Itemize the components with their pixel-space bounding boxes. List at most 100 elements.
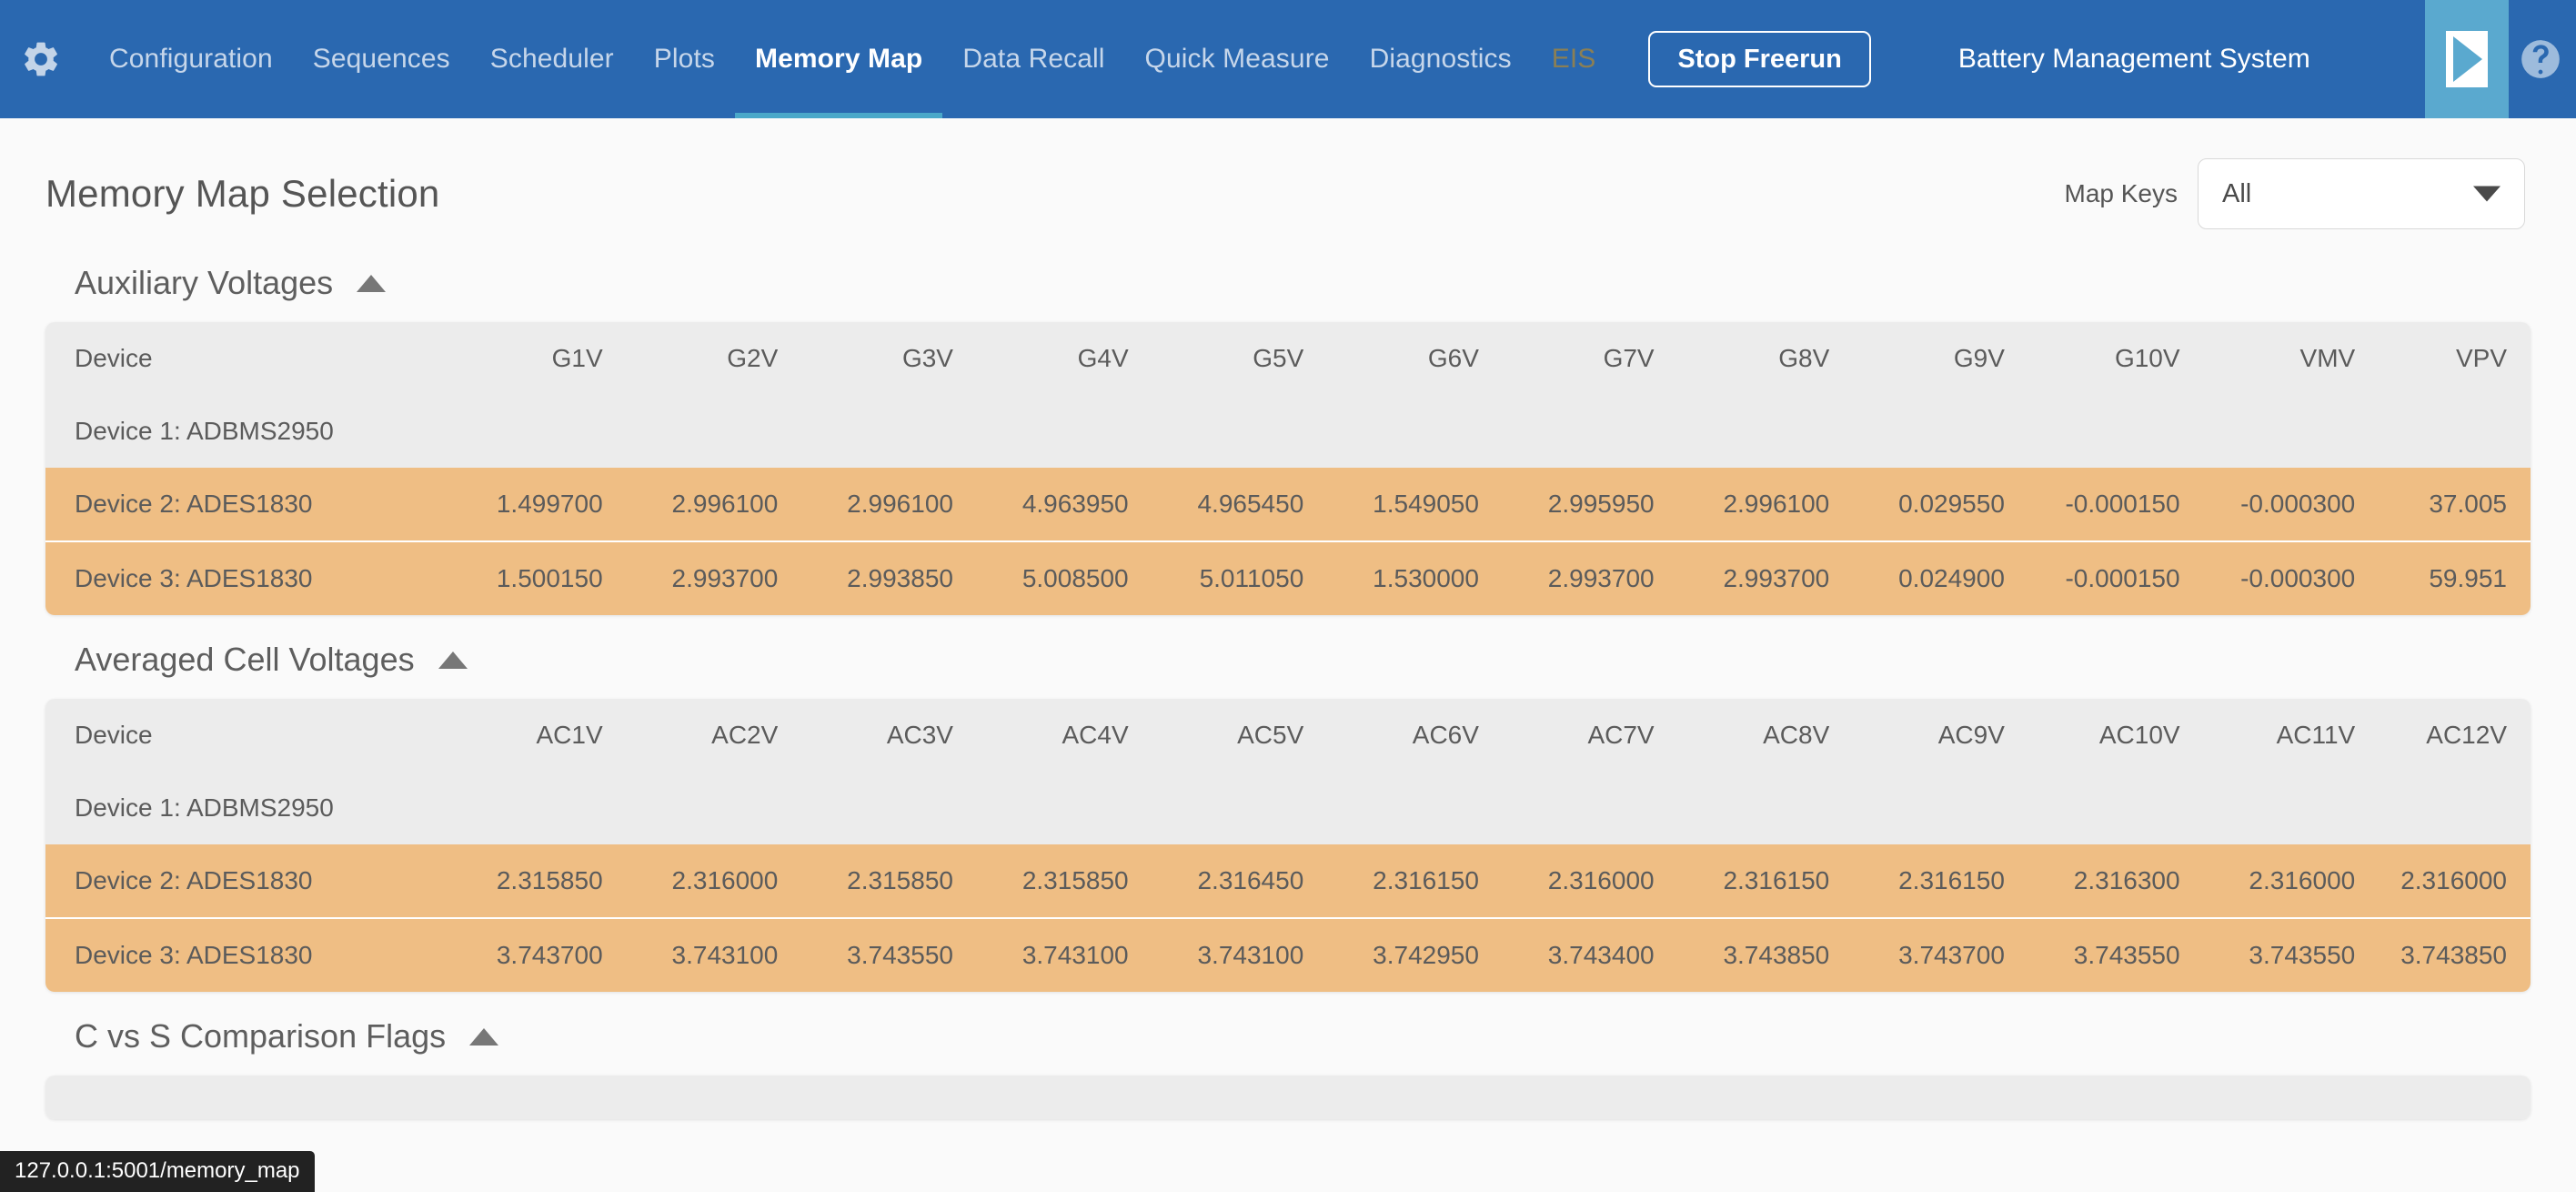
cell-value: -0.000300 [2179,468,2356,541]
table-header-row [45,1076,2531,1119]
help-circle-icon [2521,40,2560,78]
cell-value: 3.743700 [1829,917,2005,992]
column-header: AC7V [1478,699,1655,772]
column-header: AC9V [1829,699,2005,772]
cell-value [1128,395,1304,468]
cell-value: 3.743550 [2179,917,2356,992]
nav-item-diagnostics[interactable]: Diagnostics [1350,0,1532,118]
chevron-up-icon[interactable] [438,651,468,669]
column-header: AC3V [778,699,953,772]
cell-value [778,772,953,844]
cell-value: 5.011050 [1128,540,1304,615]
chevron-up-icon[interactable] [469,1027,499,1046]
column-header: AC10V [2004,699,2180,772]
cell-value: 2.316150 [1829,844,2005,918]
page-title: Memory Map Selection [45,172,440,215]
section-c-vs-s-comparison-flags: C vs S Comparison Flags [45,1017,2531,1119]
cell-value: 37.005 [2355,468,2531,541]
cell-value: 3.743850 [1654,917,1830,992]
section-title: Auxiliary Voltages [75,264,334,301]
nav-item-sequences[interactable]: Sequences [293,0,470,118]
cell-value: 2.316450 [1128,844,1304,918]
column-header: VMV [2179,322,2356,395]
cell-device: Device 1: ADBMS2950 [45,772,428,844]
column-header: AC1V [428,699,603,772]
column-header: Device [45,322,428,395]
cell-value: 3.743100 [952,917,1129,992]
nav-item-label: Configuration [109,44,273,74]
column-header: AC8V [1654,699,1830,772]
cell-value: 2.316000 [1478,844,1655,918]
cell-value: 3.743100 [602,917,779,992]
play-icon [2446,31,2488,87]
nav-item-data-recall[interactable]: Data Recall [942,0,1124,118]
cell-value [2179,772,2356,844]
nav-item-configuration[interactable]: Configuration [89,0,293,118]
page-header: Memory Map Selection Map Keys All [45,118,2531,238]
nav-item-plots[interactable]: Plots [634,0,735,118]
table-row[interactable]: Device 1: ADBMS2950 [45,772,2531,844]
table-header-row: Device AC1V AC2V AC3V AC4V AC5V AC6V AC7… [45,699,2531,772]
cell-value: 2.316000 [602,844,779,918]
chevron-up-icon[interactable] [357,274,387,292]
cell-value: -0.000150 [2004,468,2180,541]
column-header: AC4V [952,699,1129,772]
cell-value: 3.743100 [1128,917,1304,992]
cell-value [952,772,1129,844]
nav-links: Configuration Sequences Scheduler Plots … [89,0,1615,118]
cell-value: 1.549050 [1303,468,1479,541]
cell-value [602,395,779,468]
cell-value: 3.743700 [428,917,603,992]
cell-value: 2.996100 [778,468,953,541]
cell-value: 2.993850 [778,540,953,615]
column-header: AC11V [2179,699,2356,772]
cell-device: Device 2: ADES1830 [45,844,428,918]
column-header: G5V [1128,322,1304,395]
section-title: Averaged Cell Voltages [75,641,415,678]
cell-value: 2.315850 [952,844,1129,918]
cell-value: 3.743550 [778,917,953,992]
section-averaged-cell-voltages: Averaged Cell Voltages Device AC1V AC2V … [45,641,2531,992]
column-header: AC2V [602,699,779,772]
data-table: Device AC1V AC2V AC3V AC4V AC5V AC6V AC7… [45,699,2531,992]
cell-value [1303,395,1479,468]
nav-item-memory-map[interactable]: Memory Map [734,0,943,118]
nav-item-scheduler[interactable]: Scheduler [470,0,634,118]
table-row[interactable]: Device 2: ADES1830 1.499700 2.996100 2.9… [45,468,2531,541]
cell-value [1654,772,1830,844]
column-header: Device [45,699,428,772]
table-row[interactable]: Device 3: ADES1830 3.743700 3.743100 3.7… [45,917,2531,992]
section-header-averaged-cell-voltages[interactable]: Averaged Cell Voltages [45,641,2531,699]
status-bar-url: 127.0.0.1:5001/memory_map [0,1151,315,1192]
section-header-c-vs-s-comparison-flags[interactable]: C vs S Comparison Flags [45,1017,2531,1076]
cell-value [2179,395,2356,468]
cell-value: 2.315850 [428,844,603,918]
stop-freerun-button[interactable]: Stop Freerun [1648,31,1871,87]
column-header [45,1076,428,1119]
cell-value [1829,772,2005,844]
table-row[interactable]: Device 3: ADES1830 1.500150 2.993700 2.9… [45,540,2531,615]
map-keys-select[interactable]: All [2198,158,2525,229]
play-button[interactable] [2425,0,2509,118]
cell-value: 2.316000 [2179,844,2356,918]
section-auxiliary-voltages: Auxiliary Voltages Device G1V G2V G3V G4… [45,264,2531,615]
nav-item-quick-measure[interactable]: Quick Measure [1125,0,1350,118]
column-header [428,1076,603,1119]
gear-icon[interactable] [20,38,62,80]
cell-device: Device 3: ADES1830 [45,540,428,615]
section-title: C vs S Comparison Flags [75,1017,447,1055]
column-header: G2V [602,322,779,395]
cell-value [1303,772,1479,844]
chevron-down-icon [2473,186,2501,202]
nav-item-label: Quick Measure [1144,44,1330,74]
column-header [602,1076,779,1119]
section-header-auxiliary-voltages[interactable]: Auxiliary Voltages [45,264,2531,322]
map-keys-label: Map Keys [2064,179,2179,207]
column-header: G9V [1829,322,2005,395]
cell-value: 4.963950 [952,468,1129,541]
help-button[interactable] [2509,0,2576,118]
column-header: VPV [2355,322,2531,395]
table-row[interactable]: Device 1: ADBMS2950 [45,395,2531,468]
table-row[interactable]: Device 2: ADES1830 2.315850 2.316000 2.3… [45,844,2531,918]
column-header: G4V [952,322,1129,395]
